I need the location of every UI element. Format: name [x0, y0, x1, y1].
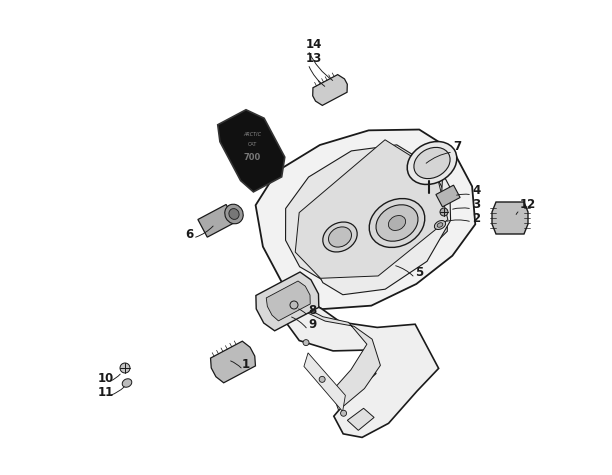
Ellipse shape [329, 227, 351, 247]
Polygon shape [492, 202, 528, 234]
Ellipse shape [303, 340, 309, 346]
Polygon shape [348, 408, 374, 430]
Text: 7: 7 [453, 141, 461, 153]
Polygon shape [304, 353, 345, 411]
Polygon shape [286, 145, 447, 285]
Text: 4: 4 [472, 183, 480, 197]
Text: 700: 700 [244, 152, 261, 162]
Polygon shape [218, 110, 285, 192]
Ellipse shape [437, 223, 443, 227]
Polygon shape [266, 281, 310, 321]
Text: 9: 9 [308, 319, 316, 332]
Polygon shape [274, 288, 439, 437]
Text: 6: 6 [185, 228, 193, 240]
Ellipse shape [369, 199, 425, 247]
Text: 3: 3 [472, 198, 480, 210]
Text: 10: 10 [98, 371, 114, 384]
Text: ARCTIC: ARCTIC [243, 133, 261, 137]
Text: 14: 14 [306, 38, 323, 50]
Ellipse shape [290, 301, 298, 309]
Ellipse shape [435, 220, 446, 229]
Ellipse shape [389, 216, 406, 230]
Text: CAT: CAT [247, 142, 256, 148]
Polygon shape [211, 341, 255, 383]
Polygon shape [296, 303, 381, 410]
Ellipse shape [229, 209, 239, 219]
Text: 12: 12 [520, 199, 536, 211]
Polygon shape [256, 272, 319, 331]
Ellipse shape [323, 222, 357, 252]
Text: 11: 11 [98, 386, 114, 399]
Polygon shape [436, 185, 460, 207]
Ellipse shape [120, 363, 130, 373]
Polygon shape [256, 130, 476, 309]
Polygon shape [315, 174, 450, 294]
Ellipse shape [414, 147, 450, 179]
Ellipse shape [376, 205, 418, 241]
Text: 1: 1 [242, 359, 250, 371]
Polygon shape [295, 140, 448, 278]
Ellipse shape [319, 376, 325, 382]
Ellipse shape [440, 208, 448, 216]
Text: 8: 8 [308, 304, 316, 317]
Ellipse shape [225, 204, 243, 224]
Text: 13: 13 [306, 51, 323, 65]
Polygon shape [313, 75, 347, 105]
Ellipse shape [122, 379, 132, 387]
Text: 2: 2 [472, 211, 480, 225]
Ellipse shape [407, 142, 457, 184]
Text: 5: 5 [415, 266, 424, 278]
Ellipse shape [340, 410, 346, 416]
Polygon shape [198, 204, 236, 237]
